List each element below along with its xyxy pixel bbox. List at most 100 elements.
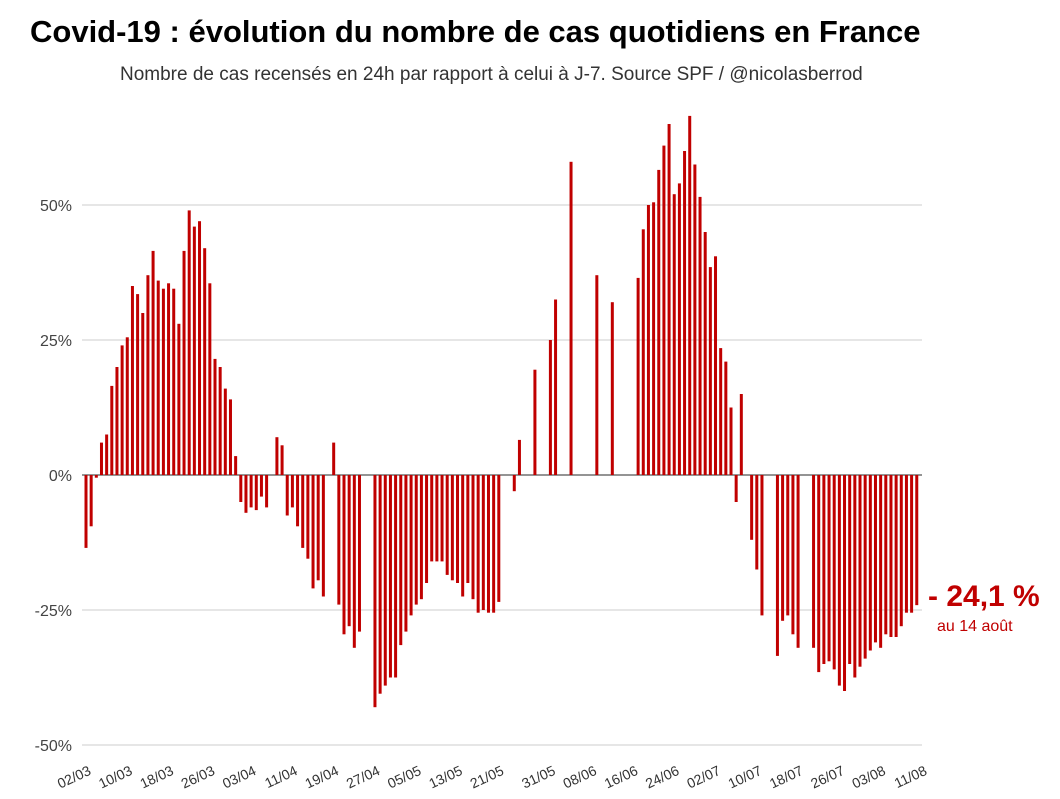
daily-bar — [646, 205, 650, 475]
bars — [84, 115, 919, 708]
daily-bar — [662, 145, 666, 475]
daily-bar — [182, 250, 186, 475]
daily-bar — [873, 475, 877, 643]
daily-bar — [285, 475, 289, 516]
daily-bar — [265, 475, 269, 508]
daily-bar — [136, 294, 140, 475]
daily-bar — [863, 475, 867, 659]
daily-bar — [146, 275, 150, 475]
daily-bar — [151, 250, 155, 475]
daily-bar — [280, 445, 284, 475]
daily-bar — [84, 475, 88, 548]
daily-bar — [321, 475, 325, 597]
daily-bar — [141, 313, 145, 475]
daily-bar — [548, 340, 552, 475]
daily-bar — [192, 226, 196, 475]
daily-bar — [404, 475, 408, 632]
daily-bar — [497, 475, 501, 602]
x-tick-label: 02/03 — [55, 762, 94, 791]
daily-bar — [476, 475, 480, 613]
daily-bar — [858, 475, 862, 667]
daily-bar — [910, 475, 914, 613]
daily-bar — [466, 475, 470, 583]
daily-bar — [347, 475, 351, 627]
daily-bar — [213, 358, 217, 475]
daily-bar — [177, 323, 181, 475]
daily-bar — [409, 475, 413, 616]
y-tick-label: -25% — [35, 603, 72, 620]
daily-bar — [729, 407, 733, 475]
daily-bar — [430, 475, 434, 562]
daily-bar — [894, 475, 898, 637]
x-tick-label: 11/04 — [262, 762, 300, 791]
x-tick-label: 05/05 — [385, 762, 424, 791]
daily-bar — [435, 475, 439, 562]
x-tick-label: 27/04 — [344, 762, 383, 791]
daily-bar — [677, 183, 681, 475]
daily-bar — [719, 348, 723, 475]
y-axis-labels: -50% -25% 0% 25% 50% — [35, 198, 72, 755]
daily-bar — [595, 275, 599, 475]
daily-bar — [786, 475, 790, 616]
daily-bar — [683, 151, 687, 475]
daily-bar — [259, 475, 263, 497]
daily-bar — [414, 475, 418, 605]
daily-bar — [708, 267, 712, 475]
daily-bar — [239, 475, 243, 502]
daily-bar — [688, 115, 692, 476]
daily-bar — [734, 475, 738, 502]
daily-bar — [868, 475, 872, 651]
daily-bar — [641, 229, 645, 475]
daily-bar — [822, 475, 826, 664]
daily-bar — [244, 475, 248, 513]
daily-bar — [724, 361, 728, 475]
x-tick-label: 26/07 — [808, 762, 847, 791]
daily-bar — [228, 399, 232, 475]
x-tick-label: 19/04 — [302, 762, 341, 791]
daily-bar — [652, 202, 656, 476]
daily-bar — [492, 475, 496, 613]
daily-bar — [672, 194, 676, 475]
daily-bar — [775, 475, 779, 656]
daily-bar — [879, 475, 883, 648]
daily-bar — [554, 299, 558, 475]
daily-bar — [889, 475, 893, 637]
daily-bar — [388, 475, 392, 678]
daily-bar — [419, 475, 423, 600]
daily-bar — [373, 475, 377, 708]
daily-bar — [156, 280, 160, 475]
y-tick-label: 50% — [40, 198, 72, 215]
daily-bar — [120, 345, 124, 475]
x-tick-label: 02/07 — [684, 762, 723, 791]
daily-bar — [249, 475, 253, 508]
daily-bar — [161, 288, 165, 475]
daily-bar — [316, 475, 320, 581]
daily-bar — [290, 475, 294, 508]
daily-bar — [234, 456, 238, 475]
daily-bar — [853, 475, 857, 678]
daily-bar — [223, 388, 227, 475]
y-tick-label: 25% — [40, 333, 72, 350]
daily-bar — [657, 169, 661, 475]
daily-bar — [703, 232, 707, 475]
daily-bar — [187, 210, 191, 475]
daily-bar — [832, 475, 836, 670]
daily-bar — [456, 475, 460, 583]
daily-bar — [781, 475, 785, 621]
chart-title: Covid-19 : évolution du nombre de cas qu… — [30, 14, 921, 49]
daily-bar — [915, 475, 919, 606]
x-tick-label: 03/08 — [849, 762, 888, 791]
daily-bar — [337, 475, 341, 605]
x-tick-label: 10/07 — [726, 762, 765, 791]
daily-bar — [486, 475, 490, 613]
daily-bar — [342, 475, 346, 635]
daily-bar — [306, 475, 310, 559]
daily-bar — [110, 385, 114, 475]
daily-bar — [275, 437, 279, 475]
daily-bar — [667, 124, 671, 475]
daily-bar — [352, 475, 356, 648]
daily-bar — [172, 288, 176, 475]
daily-bar — [296, 475, 300, 527]
x-tick-label: 24/06 — [643, 762, 682, 791]
daily-bar — [218, 367, 222, 475]
